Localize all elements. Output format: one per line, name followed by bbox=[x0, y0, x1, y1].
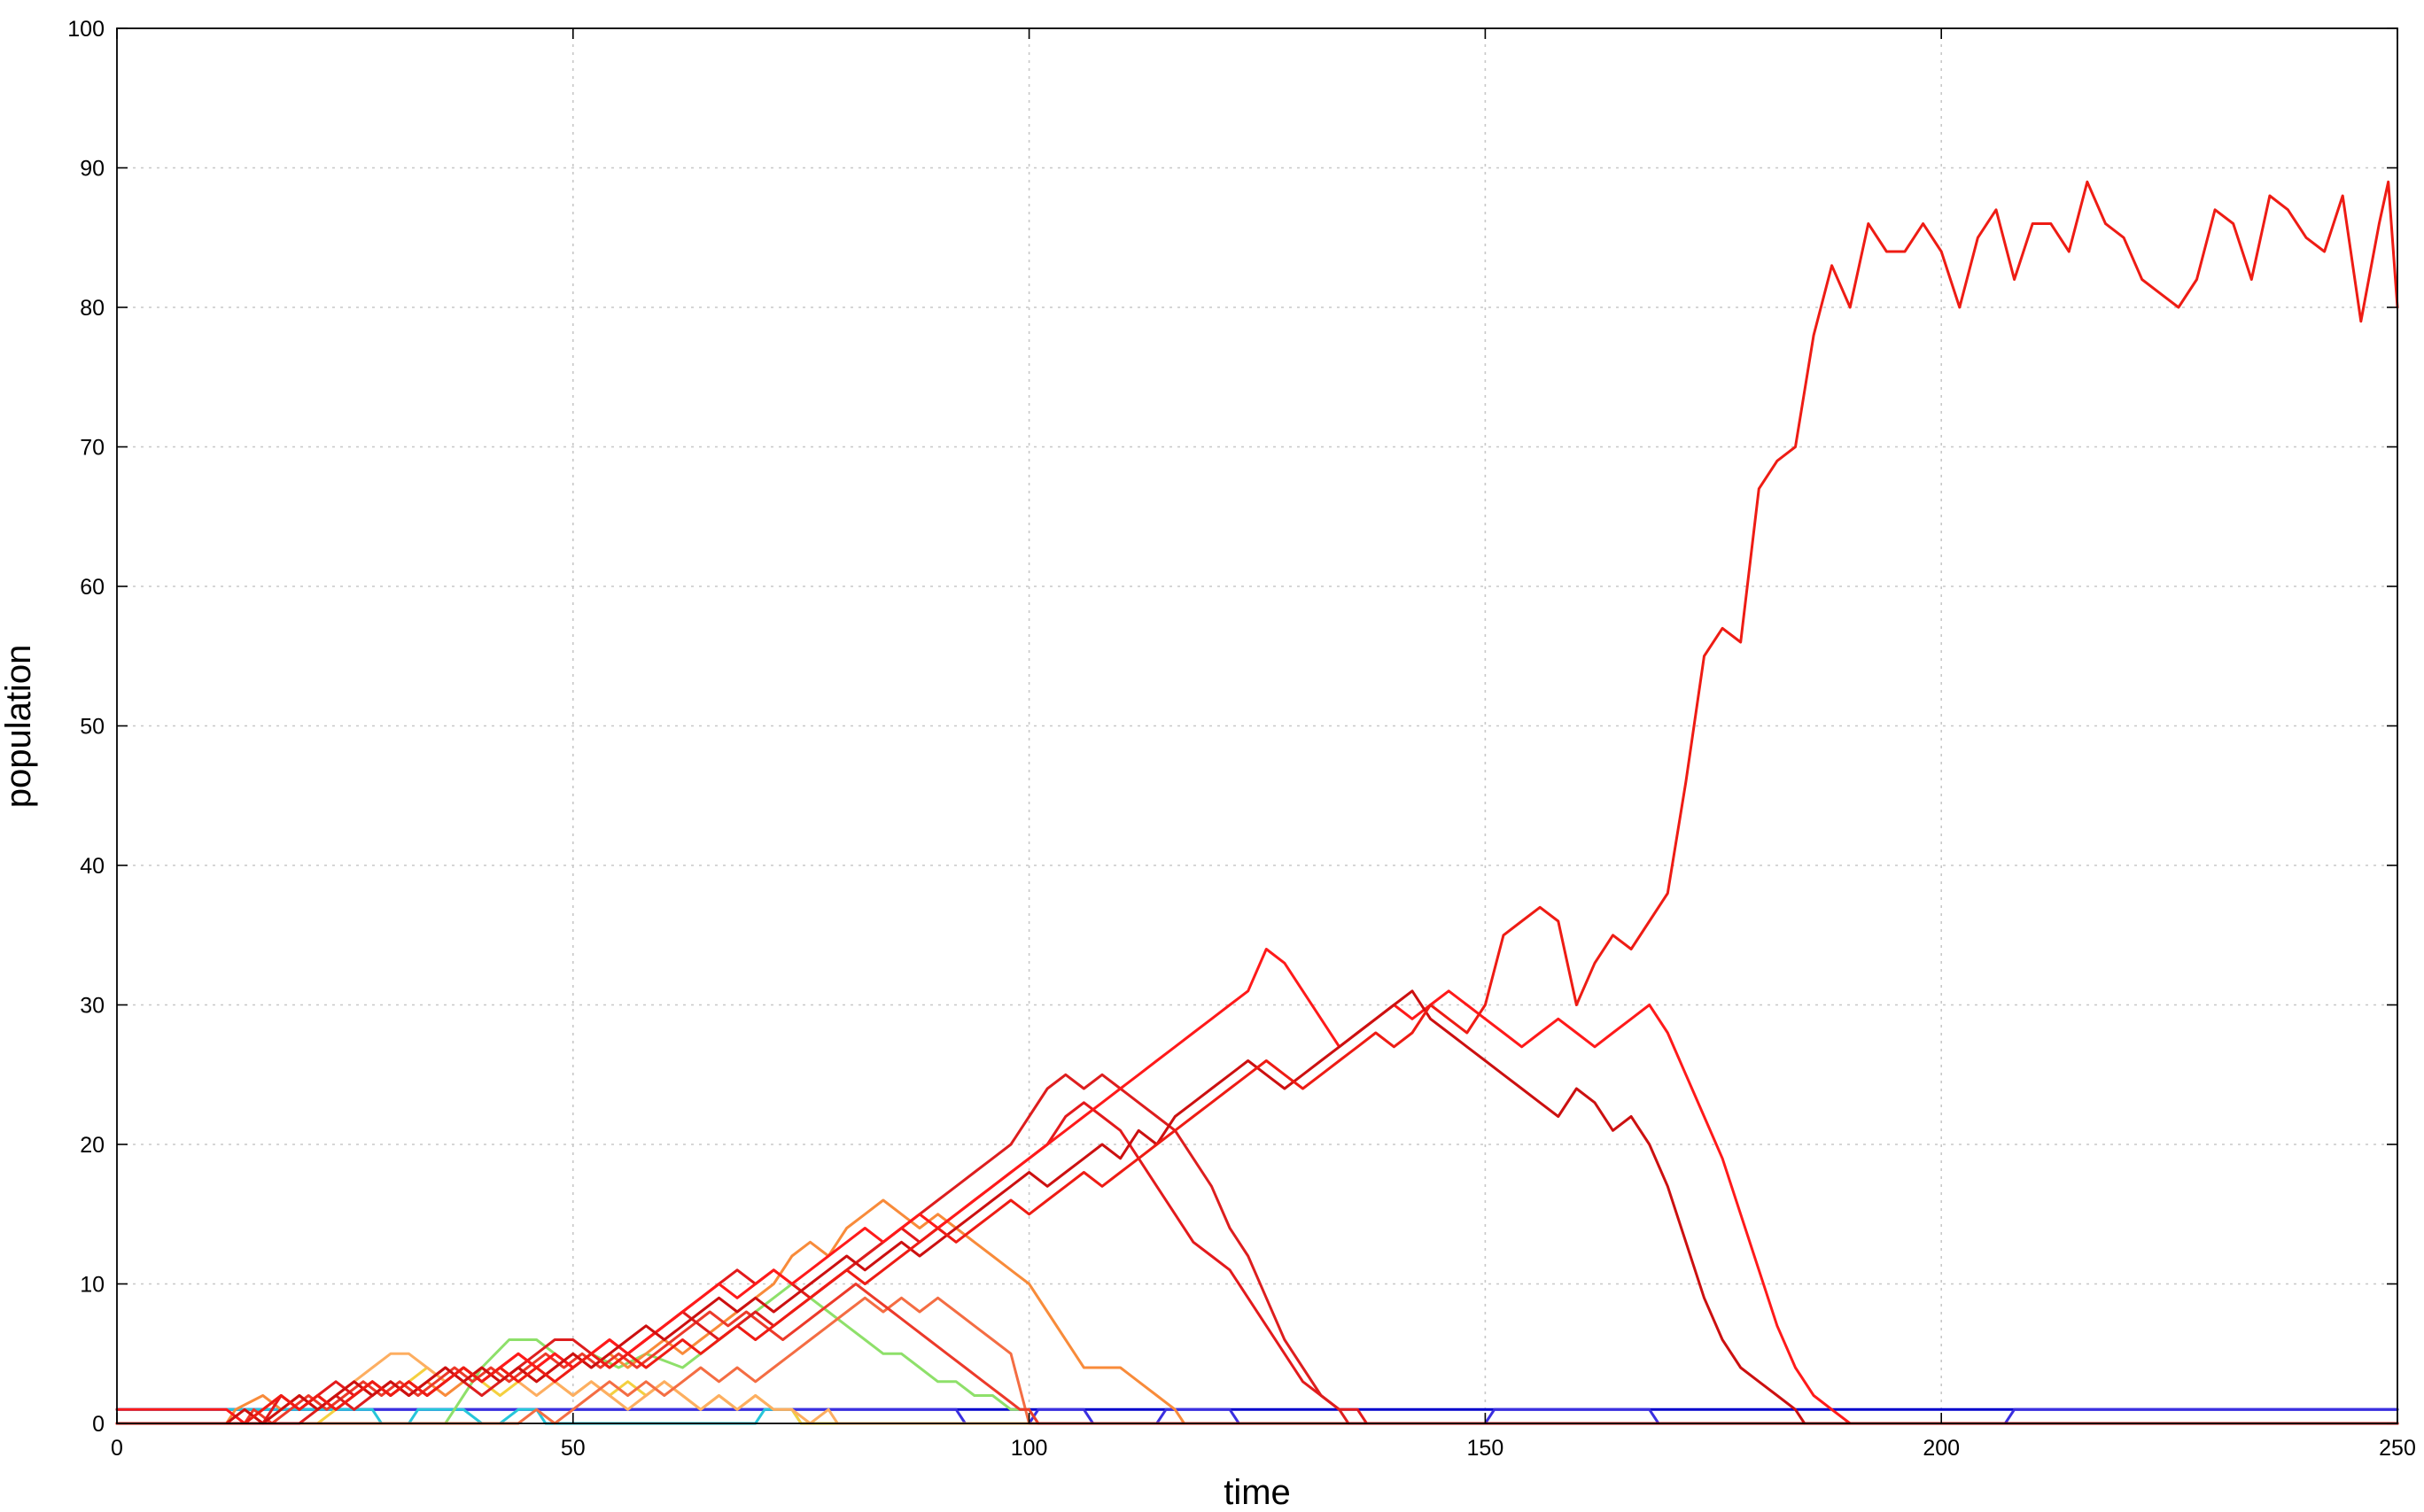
y-tick-label: 100 bbox=[67, 17, 105, 42]
y-tick-label: 90 bbox=[80, 157, 105, 182]
tick-layer: 0 50 100 150 200 250 0 10 20 30 40 50 60 70 80 90 100 bbox=[67, 17, 2416, 1461]
x-tick-label: 100 bbox=[1011, 1436, 1048, 1461]
y-tick-label: 10 bbox=[80, 1273, 105, 1298]
series-line-10 bbox=[115, 1101, 2399, 1425]
series-line-13 bbox=[115, 989, 2399, 1425]
x-tick-label: 150 bbox=[1467, 1436, 1504, 1461]
y-axis-label: population bbox=[0, 645, 38, 809]
series-line-9 bbox=[115, 1283, 2399, 1425]
series-line-3 bbox=[115, 1407, 2399, 1425]
x-tick-label: 250 bbox=[2379, 1436, 2416, 1461]
series-line-5 bbox=[115, 1366, 2399, 1425]
y-tick-label: 0 bbox=[92, 1412, 105, 1437]
series-line-4 bbox=[115, 1283, 2399, 1425]
y-tick-label: 20 bbox=[80, 1133, 105, 1158]
y-tick-label: 70 bbox=[80, 436, 105, 461]
series-line-12 bbox=[115, 948, 2399, 1425]
grid-layer bbox=[117, 28, 2397, 1423]
x-tick-label: 0 bbox=[111, 1436, 123, 1461]
series-line-6 bbox=[115, 1352, 2399, 1425]
series-line-8 bbox=[115, 1296, 2399, 1425]
y-tick-label: 60 bbox=[80, 575, 105, 600]
series-line-2 bbox=[115, 1407, 2399, 1425]
y-tick-label: 30 bbox=[80, 994, 105, 1019]
x-axis-label: time bbox=[1224, 1473, 1291, 1512]
series-layer bbox=[115, 180, 2399, 1425]
series-line-14 bbox=[115, 180, 2399, 1425]
x-tick-label: 50 bbox=[561, 1436, 586, 1461]
y-tick-label: 50 bbox=[80, 715, 105, 740]
x-tick-label: 200 bbox=[1923, 1436, 1960, 1461]
y-tick-label: 40 bbox=[80, 854, 105, 879]
y-tick-label: 80 bbox=[80, 296, 105, 321]
